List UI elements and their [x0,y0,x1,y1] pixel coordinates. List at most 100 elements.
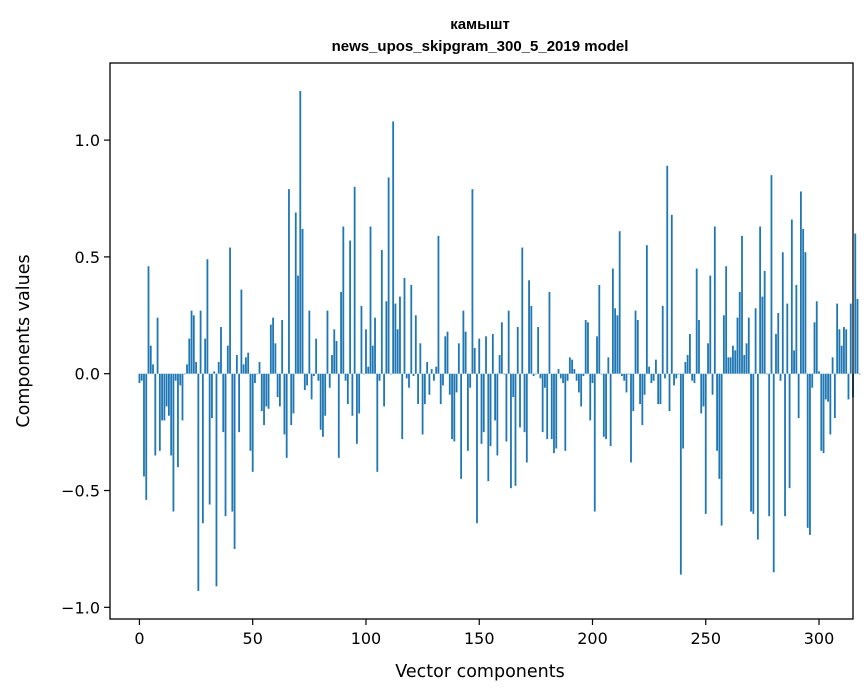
bar-232 [664,373,666,379]
bar-140 [455,373,458,393]
bar-198 [587,322,589,374]
bar-69 [294,212,297,374]
bar-86 [333,329,336,374]
bar-129 [430,369,433,374]
bar-84 [328,373,331,388]
bar-1 [140,373,143,381]
bar-106 [378,373,381,381]
bar-271 [752,373,755,514]
bar-125 [421,373,424,435]
bar-10 [161,373,163,421]
bar-74 [306,373,308,386]
bar-176 [537,326,540,374]
bar-273 [756,373,759,540]
bar-178 [541,373,544,433]
bar-114 [396,329,399,374]
bar-42 [233,373,236,549]
bar-107 [380,249,383,374]
y-tick-label: 1.0 [75,131,100,150]
bar-series [138,91,861,591]
bar-291 [797,373,800,419]
bar-230 [659,373,662,405]
x-tick-label: 100 [351,629,382,648]
bar-310 [840,345,843,374]
bar-249 [702,373,705,407]
bar-307 [833,373,836,419]
bar-67 [290,373,293,426]
bar-61 [276,373,279,398]
bar-23 [190,310,193,374]
bar-9 [158,373,161,451]
y-tick-label: 0.5 [75,248,100,267]
bar-242 [686,355,689,374]
bar-35 [217,362,220,374]
bar-187 [562,373,564,384]
bar-0 [138,373,141,384]
bar-287 [788,373,791,489]
bar-87 [335,341,338,374]
bar-300 [818,371,820,374]
bar-65 [285,373,288,458]
bar-240 [682,373,685,449]
bar-293 [802,228,805,374]
bar-62 [278,373,281,407]
bar-276 [763,270,766,374]
bar-57 [267,373,270,409]
bar-192 [573,369,576,374]
bar-153 [485,336,487,374]
bar-199 [589,373,592,421]
bar-15 [172,373,175,512]
bar-220 [636,319,639,374]
bar-41 [231,373,234,512]
bar-229 [657,373,660,405]
bar-46 [242,364,245,374]
bar-12 [165,373,168,407]
bar-47 [245,357,247,374]
bar-2 [143,373,145,477]
bar-250 [704,373,707,514]
bar-146 [469,373,472,388]
bar-258 [722,315,725,374]
bar-173 [530,305,533,374]
bar-131 [435,366,438,374]
bar-281 [775,333,777,374]
bar-52 [256,373,259,375]
bar-280 [772,373,775,573]
bar-4 [147,266,150,374]
bar-188 [564,373,567,451]
bar-191 [571,359,574,374]
chart-title-line2: news_upos_skipgram_300_5_2019 model [332,38,629,55]
bar-85 [331,355,333,374]
bar-282 [777,312,780,374]
bar-141 [457,343,460,374]
bar-214 [623,373,626,381]
bar-75 [308,310,311,374]
bar-171 [525,373,528,463]
bar-290 [795,284,798,374]
bar-40 [229,247,231,374]
bar-286 [786,303,789,374]
bar-80 [319,373,322,430]
bar-13 [167,373,170,416]
y-axis: −1.0 −0.5 0.0 0.5 1.0 [61,131,110,617]
bar-275 [761,296,764,374]
bar-134 [442,373,444,386]
bar-93 [349,240,352,374]
bar-248 [700,373,703,414]
bar-156 [491,333,494,374]
bar-292 [799,191,802,374]
bar-318 [858,373,861,375]
bar-257 [720,373,723,526]
bar-194 [578,373,580,393]
bar-247 [698,319,700,374]
bar-36 [220,326,222,374]
bar-259 [725,266,728,374]
bar-110 [387,177,390,374]
bar-211 [616,315,619,374]
bar-203 [598,284,601,374]
bar-193 [575,373,578,381]
bar-16 [174,373,177,381]
chart-title-line1: камышт [450,16,510,33]
bar-212 [618,231,621,374]
bar-268 [745,343,748,374]
